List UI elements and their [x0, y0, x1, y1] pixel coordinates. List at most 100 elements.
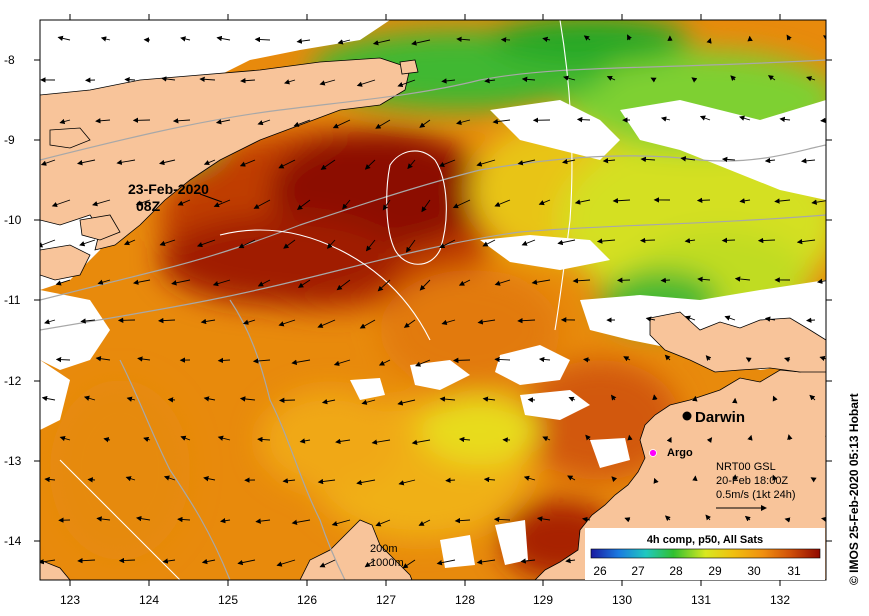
argo-label: Argo	[667, 447, 693, 459]
current-vector	[335, 438, 351, 445]
current-vector	[177, 516, 191, 523]
lon-tick-label: 126	[297, 593, 317, 607]
current-vector	[774, 198, 791, 204]
current-vector	[697, 276, 711, 283]
current-vector	[583, 35, 591, 41]
current-vector	[772, 474, 778, 481]
current-time-label: 20-Feb 18:00Z	[716, 475, 788, 487]
current-vector	[95, 118, 111, 124]
current-vector	[397, 79, 416, 88]
current-vector	[419, 279, 431, 291]
date-annotation: 23-Feb-2020 08Z	[128, 181, 223, 214]
current-vector	[254, 36, 271, 43]
current-vector	[135, 199, 151, 206]
date-pointer	[199, 193, 223, 203]
current-vector	[565, 557, 576, 564]
current-vector	[521, 239, 536, 246]
current-vector	[40, 559, 56, 565]
current-vector	[116, 159, 136, 165]
current-vector	[297, 279, 311, 288]
current-vector	[382, 199, 391, 211]
current-vector	[257, 436, 271, 443]
current-vector	[359, 319, 376, 329]
current-vector	[253, 199, 271, 209]
current-vector	[161, 76, 176, 82]
current-vector	[180, 36, 191, 42]
current-vector	[217, 357, 231, 364]
current-vector	[574, 199, 591, 205]
current-vector	[645, 316, 656, 322]
current-vector	[125, 476, 136, 482]
current-vector	[767, 75, 776, 81]
current-vector	[823, 35, 826, 41]
current-vector	[436, 559, 456, 566]
current-vector	[79, 239, 96, 247]
current-vector	[476, 159, 496, 167]
darwin-label: Darwin	[695, 409, 745, 426]
current-vector	[744, 515, 751, 522]
current-vector	[239, 159, 256, 167]
current-vector	[739, 115, 751, 121]
legend-tick-label: 26	[593, 564, 607, 578]
current-vector	[493, 516, 511, 523]
current-vector	[321, 399, 336, 405]
current-vector	[238, 239, 256, 249]
current-vector	[319, 79, 336, 86]
current-vector	[41, 395, 56, 402]
legend-tick-label: 28	[669, 564, 683, 578]
current-vector	[77, 557, 96, 564]
current-vector	[787, 434, 793, 441]
current-vector	[372, 39, 391, 46]
argo-marker: Argo	[649, 447, 693, 459]
current-vector	[136, 515, 151, 522]
current-vector	[365, 239, 376, 252]
current-vector	[660, 277, 671, 283]
current-vector	[721, 237, 736, 244]
current-vector	[660, 116, 671, 122]
current-vector	[664, 515, 671, 522]
current-vector	[278, 319, 296, 327]
current-vector	[809, 394, 816, 401]
current-vector	[602, 157, 616, 164]
current-vector	[257, 279, 271, 287]
current-vector	[819, 355, 826, 362]
current-vector	[332, 119, 351, 129]
current-vector	[582, 516, 591, 523]
current-vector	[51, 199, 71, 208]
current-vector	[482, 396, 496, 402]
current-vector	[482, 239, 496, 247]
lon-tick-label: 132	[770, 593, 790, 607]
current-source-label: NRT00 GSL	[716, 461, 776, 473]
current-vector	[817, 278, 826, 284]
current-vector	[494, 279, 511, 286]
date-label: 23-Feb-2020	[128, 181, 209, 197]
current-vector	[278, 159, 296, 169]
current-vector	[55, 356, 71, 363]
current-vector	[364, 159, 376, 170]
current-vector	[452, 199, 471, 209]
current-vector	[666, 436, 672, 443]
current-vector	[124, 76, 136, 83]
current-vector	[542, 436, 551, 442]
current-vector	[612, 198, 631, 204]
current-vector	[172, 118, 191, 124]
current-vector	[80, 318, 96, 324]
current-vector	[299, 438, 311, 444]
current-vector	[96, 516, 111, 522]
current-vector	[531, 279, 551, 285]
current-vector	[557, 239, 576, 246]
current-vector	[40, 159, 56, 166]
current-vector	[257, 119, 271, 126]
current-vector	[196, 239, 216, 248]
current-vector	[779, 116, 791, 123]
current-vector	[721, 156, 736, 163]
lon-tick-label: 131	[691, 593, 711, 607]
current-vector	[705, 514, 711, 521]
current-vector	[171, 279, 191, 286]
sst-legend: 4h comp, p50, All Sats 26 27 28 29 30 31	[585, 528, 825, 580]
current-vector	[319, 559, 336, 568]
current-vector	[203, 159, 216, 166]
map-plot-area	[40, 20, 826, 580]
current-vector	[706, 437, 713, 444]
latitude-axis: -8 -9 -10 -11 -12 -13 -14	[4, 53, 22, 548]
